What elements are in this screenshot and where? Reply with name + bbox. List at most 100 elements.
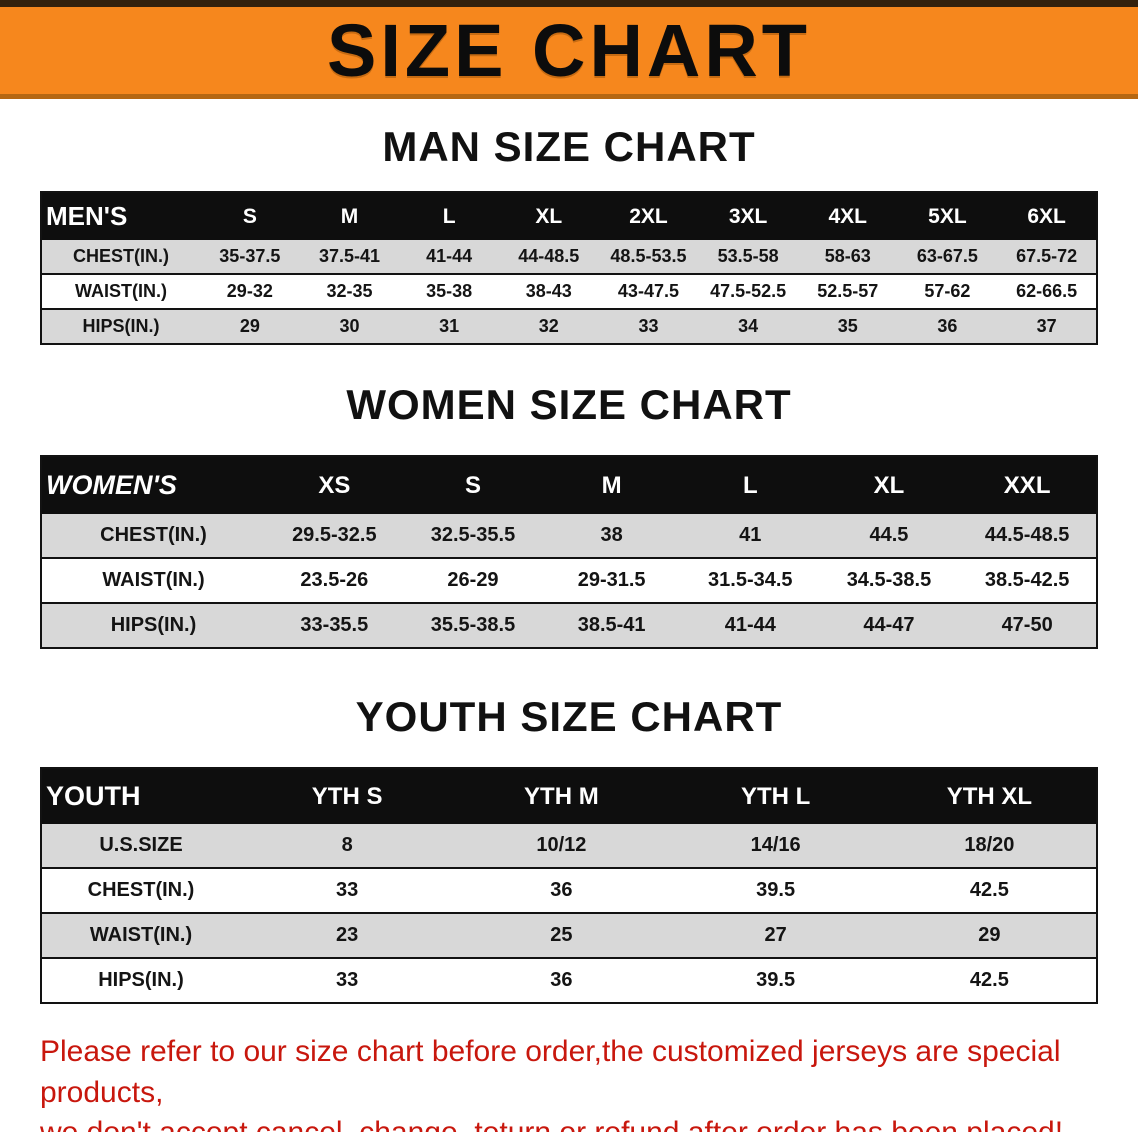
table-cell: 8 [240,824,455,868]
row-label: WAIST(IN.) [41,274,200,309]
table-cell: 35 [797,309,898,344]
table-corner-label: YOUTH [41,768,240,824]
table-corner-label: MEN'S [41,192,200,240]
table-cell: 33 [240,868,455,913]
table-cell: 30 [299,309,400,344]
table-cell: 33-35.5 [265,603,404,648]
column-header: 4XL [797,192,898,240]
table-row: WAIST(IN.) 29-32 32-35 35-38 38-43 43-47.5 47.… [41,274,1097,309]
table-cell: 43-47.5 [598,274,699,309]
footer-line-2: we don't accept cancel, change, teturn o… [40,1113,1098,1132]
column-header: L [680,456,820,514]
table-cell: 25 [454,913,669,958]
column-header: YTH XL [882,768,1097,824]
column-header: M [542,456,681,514]
banner-title: SIZE CHART [327,8,811,92]
table-cell: 42.5 [882,958,1097,1003]
column-header: M [299,192,400,240]
column-header: S [403,456,543,514]
column-header: 3XL [698,192,798,240]
table-row: CHEST(IN.) 29.5-32.5 32.5-35.5 38 41 44.5 44.5… [41,514,1097,558]
row-label: WAIST(IN.) [41,913,240,958]
table-cell: 29.5-32.5 [265,514,404,558]
table-cell: 34.5-38.5 [819,558,959,603]
row-label: HIPS(IN.) [41,309,200,344]
table-cell: 35-37.5 [200,240,300,274]
table-cell: 32-35 [299,274,400,309]
table-cell: 29 [882,913,1097,958]
section-heading-men: MAN SIZE CHART [382,123,756,170]
table-cell: 34 [698,309,798,344]
section-youth: YOUTH SIZE CHART YOUTH YTH S YTH M YTH L YTH… [0,693,1138,1004]
table-cell: 44.5-48.5 [958,514,1097,558]
table-row: HIPS(IN.) 33 36 39.5 42.5 [41,958,1097,1003]
youth-table-body: U.S.SIZE 8 10/12 14/16 18/20 CHEST(IN.) 33 36 39… [41,824,1097,1003]
table-corner-label: WOMEN'S [41,456,265,514]
column-header: L [399,192,499,240]
table-cell: 31.5-34.5 [680,558,820,603]
table-cell: 44.5 [819,514,959,558]
women-size-table: WOMEN'S XS S M L XL XXL CHEST(IN.) 29.5-32.5 32.… [40,455,1098,649]
table-row: HIPS(IN.) 29 30 31 32 33 34 35 36 37 [41,309,1097,344]
table-cell: 44-48.5 [498,240,599,274]
table-cell: 57-62 [897,274,998,309]
column-header: S [200,192,300,240]
table-cell: 47.5-52.5 [698,274,798,309]
table-cell: 32.5-35.5 [403,514,543,558]
women-table-body: CHEST(IN.) 29.5-32.5 32.5-35.5 38 41 44.5 44.5… [41,514,1097,648]
table-cell: 42.5 [882,868,1097,913]
table-cell: 35.5-38.5 [403,603,543,648]
table-cell: 14/16 [668,824,883,868]
footer-note: Please refer to our size chart before or… [40,1032,1098,1132]
table-cell: 37.5-41 [299,240,400,274]
table-cell: 62-66.5 [997,274,1097,309]
table-cell: 36 [454,868,669,913]
youth-table-header: YOUTH YTH S YTH M YTH L YTH XL [41,768,1097,824]
table-row: CHEST(IN.) 35-37.5 37.5-41 41-44 44-48.5 48.5… [41,240,1097,274]
column-header: 6XL [997,192,1097,240]
table-cell: 32 [498,309,599,344]
footer-line-1: Please refer to our size chart before or… [40,1035,1061,1109]
column-header: XS [265,456,404,514]
table-cell: 63-67.5 [897,240,998,274]
section-men: MAN SIZE CHART MEN'S S M L XL 2XL 3XL 4XL 5XL 6XL… [0,123,1138,345]
table-cell: 67.5-72 [997,240,1097,274]
table-cell: 27 [668,913,883,958]
row-label: CHEST(IN.) [41,868,240,913]
table-row: U.S.SIZE 8 10/12 14/16 18/20 [41,824,1097,868]
table-cell: 44-47 [819,603,959,648]
row-label: HIPS(IN.) [41,603,265,648]
row-label: CHEST(IN.) [41,240,200,274]
row-label: HIPS(IN.) [41,958,240,1003]
men-size-table: MEN'S S M L XL 2XL 3XL 4XL 5XL 6XL CHEST(IN.) 35-3… [40,191,1098,345]
column-header: XXL [958,456,1097,514]
table-row: HIPS(IN.) 33-35.5 35.5-38.5 38.5-41 41-44 44-… [41,603,1097,648]
men-table-header: MEN'S S M L XL 2XL 3XL 4XL 5XL 6XL [41,192,1097,240]
column-header: XL [498,192,599,240]
header-row: MEN'S S M L XL 2XL 3XL 4XL 5XL 6XL [41,192,1097,240]
table-cell: 58-63 [797,240,898,274]
table-cell: 39.5 [668,868,883,913]
men-table-body: CHEST(IN.) 35-37.5 37.5-41 41-44 44-48.5 48.5… [41,240,1097,344]
table-cell: 36 [454,958,669,1003]
table-cell: 31 [399,309,499,344]
row-label: WAIST(IN.) [41,558,265,603]
column-header: 2XL [598,192,699,240]
table-cell: 36 [897,309,998,344]
header-row: WOMEN'S XS S M L XL XXL [41,456,1097,514]
table-cell: 38.5-42.5 [958,558,1097,603]
table-cell: 10/12 [454,824,669,868]
youth-size-table: YOUTH YTH S YTH M YTH L YTH XL U.S.SIZE 8 10/1… [40,767,1098,1004]
column-header: YTH L [668,768,883,824]
column-header: YTH M [454,768,669,824]
table-cell: 38 [542,514,681,558]
column-header: YTH S [240,768,455,824]
table-cell: 38.5-41 [542,603,681,648]
table-row: CHEST(IN.) 33 36 39.5 42.5 [41,868,1097,913]
table-cell: 29 [200,309,300,344]
table-cell: 23 [240,913,455,958]
table-cell: 41 [680,514,820,558]
table-cell: 53.5-58 [698,240,798,274]
table-cell: 41-44 [399,240,499,274]
